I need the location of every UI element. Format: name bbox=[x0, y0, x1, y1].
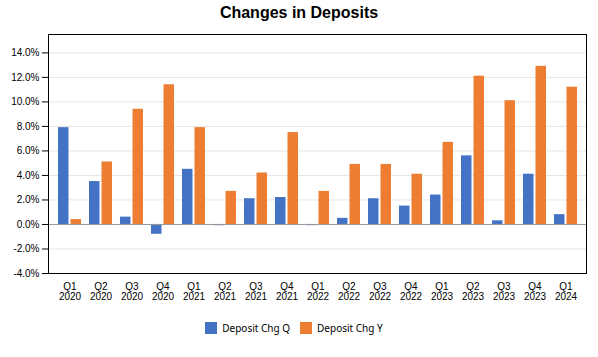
svg-text:2.0%: 2.0% bbox=[17, 194, 40, 205]
svg-text:Q12022: Q12022 bbox=[307, 281, 330, 302]
svg-text:10.0%: 10.0% bbox=[11, 96, 39, 107]
svg-text:Q32023: Q32023 bbox=[493, 281, 516, 302]
svg-text:14.0%: 14.0% bbox=[11, 47, 39, 58]
html-text:Changes in Deposits: Changes in Deposits bbox=[219, 4, 379, 21]
svg-text:12.0%: 12.0% bbox=[11, 72, 39, 83]
html-text:Deposit Chg Y: Deposit Chg Y bbox=[317, 320, 383, 335]
svg-text:Q22020: Q22020 bbox=[90, 281, 113, 302]
svg-text:8.0%: 8.0% bbox=[17, 121, 40, 132]
svg-text:Q12021: Q12021 bbox=[183, 281, 206, 302]
svg-text:Q12024: Q12024 bbox=[555, 281, 578, 302]
svg-text:Q42023: Q42023 bbox=[524, 281, 547, 302]
svg-text:Q22021: Q22021 bbox=[214, 281, 237, 302]
svg-text:-4.0%: -4.0% bbox=[13, 268, 39, 279]
svg-text:Q32022: Q32022 bbox=[369, 281, 392, 302]
svg-text:Q42020: Q42020 bbox=[152, 281, 175, 302]
html-text:Deposit Chg Q: Deposit Chg Q bbox=[222, 320, 291, 335]
svg-text:4.0%: 4.0% bbox=[17, 170, 40, 181]
svg-text:Q22022: Q22022 bbox=[338, 281, 361, 302]
svg-text:6.0%: 6.0% bbox=[17, 145, 40, 156]
svg-text:Q42022: Q42022 bbox=[400, 281, 423, 302]
svg-text:Q12020: Q12020 bbox=[59, 281, 82, 302]
svg-text:-2.0%: -2.0% bbox=[13, 243, 39, 254]
svg-text:Q22023: Q22023 bbox=[462, 281, 485, 302]
svg-text:Q42021: Q42021 bbox=[276, 281, 299, 302]
svg-text:Q32021: Q32021 bbox=[245, 281, 268, 302]
svg-text:Q32020: Q32020 bbox=[121, 281, 144, 302]
svg-text:Q12023: Q12023 bbox=[431, 281, 454, 302]
svg-text:0.0%: 0.0% bbox=[17, 219, 40, 230]
